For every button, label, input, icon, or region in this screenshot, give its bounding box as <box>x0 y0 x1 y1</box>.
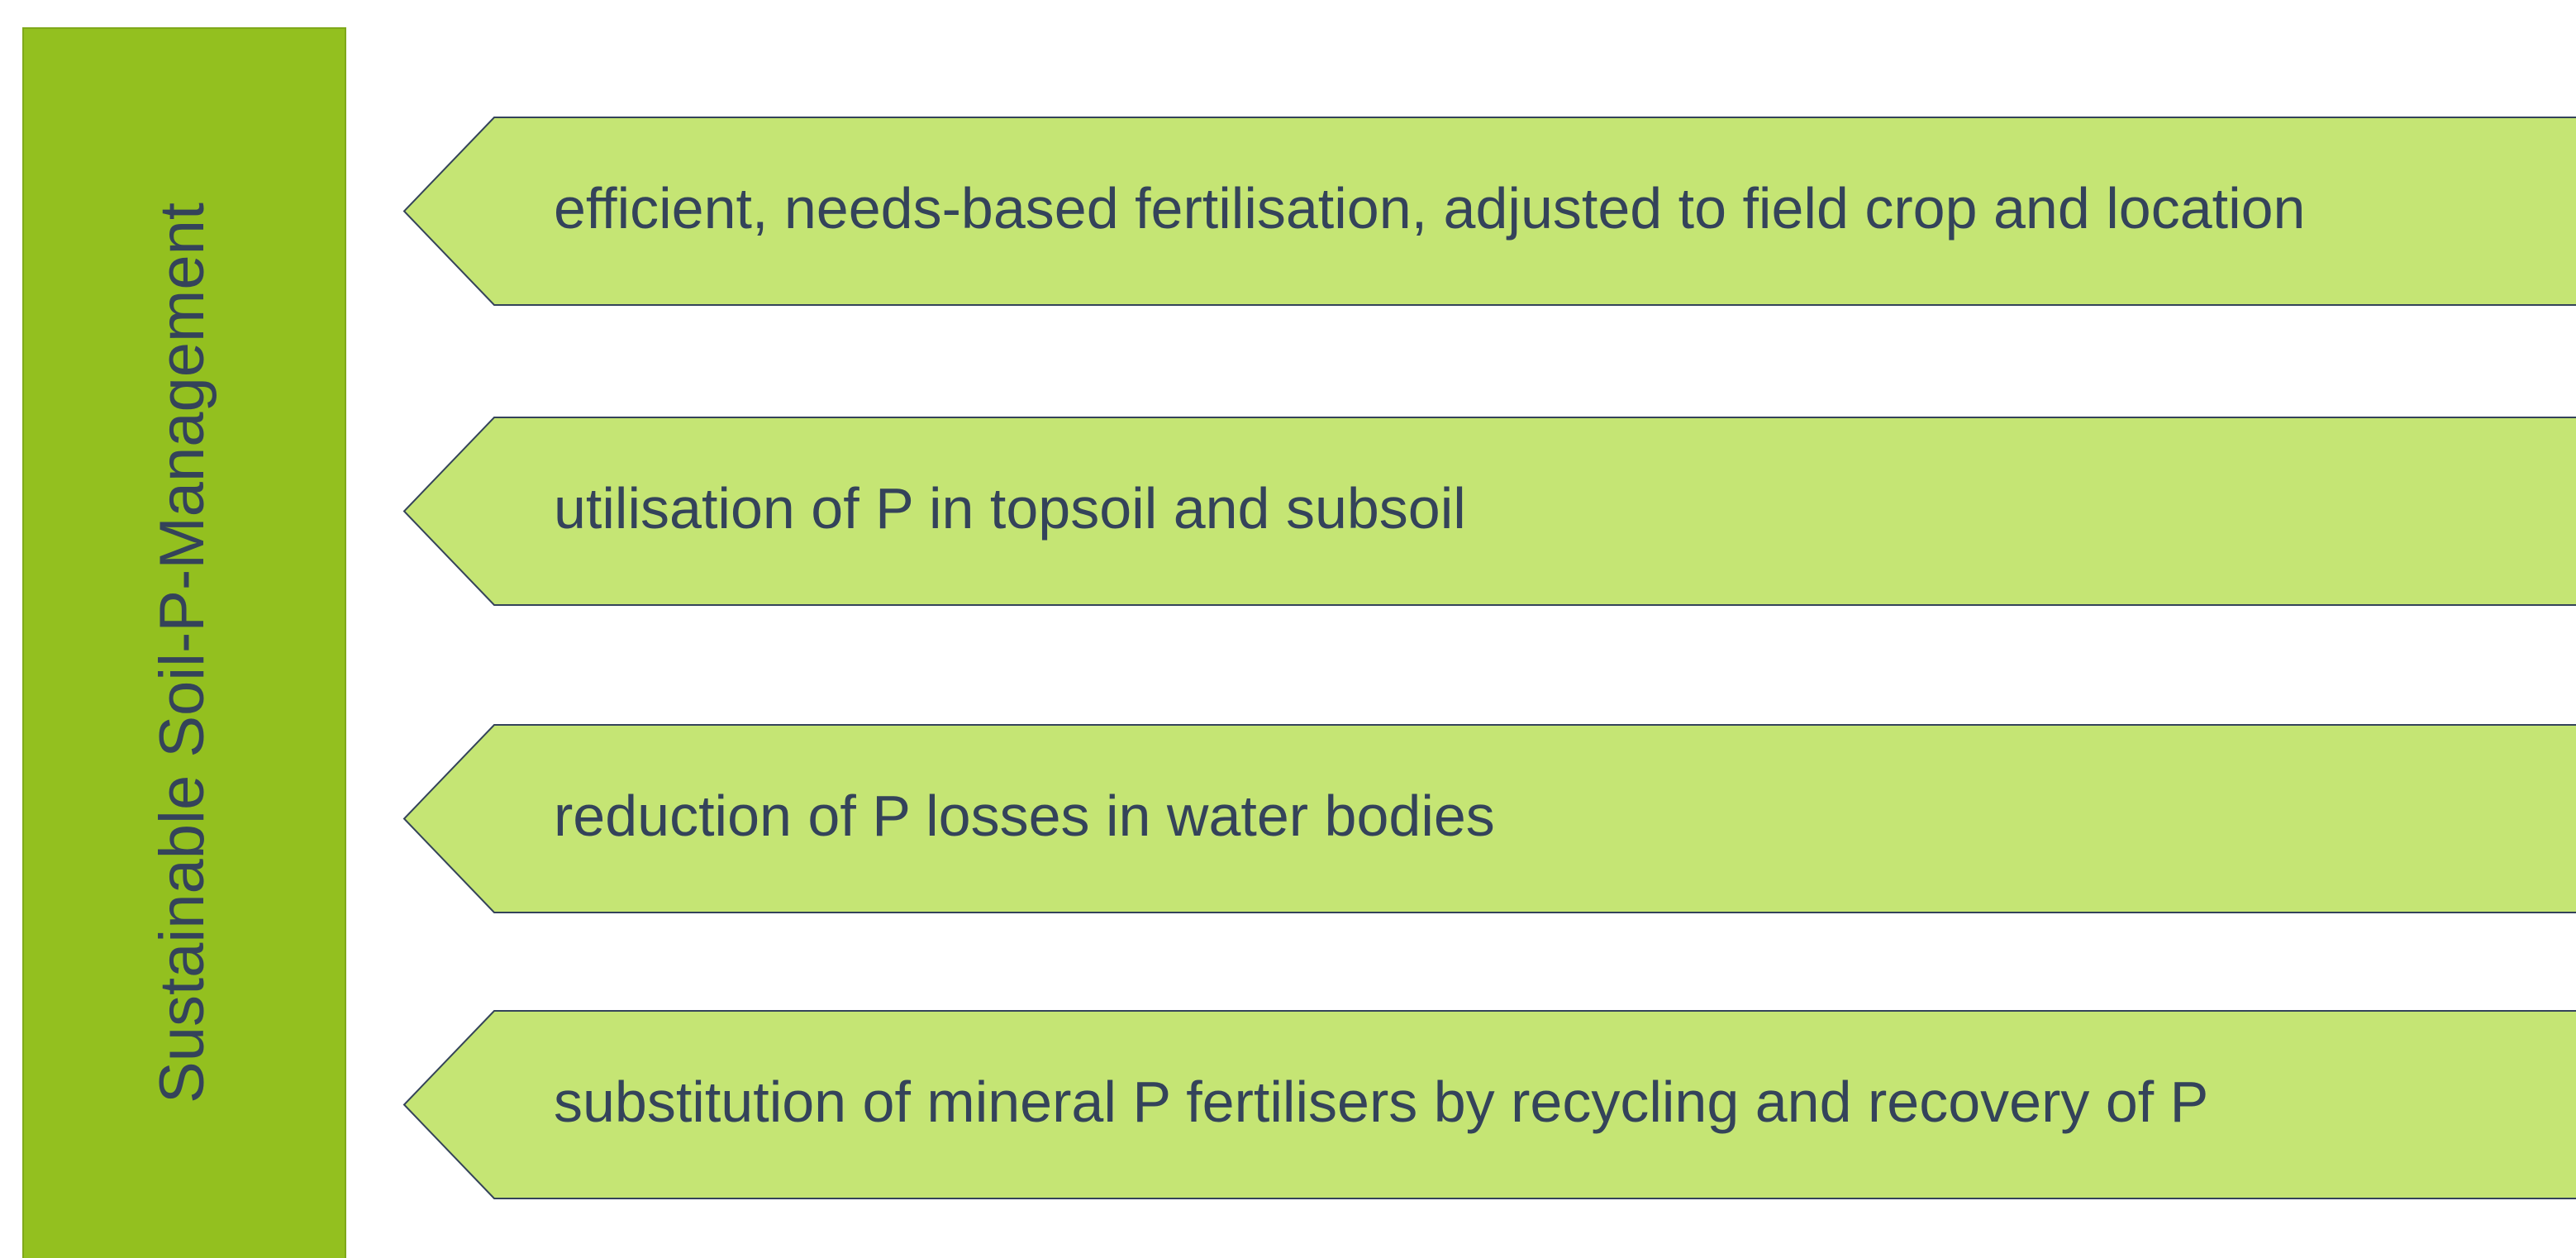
arrow-shape <box>402 117 2576 306</box>
item-label: utilisation of P in topsoil and subsoil <box>554 476 1466 541</box>
item-list: efficient, needs-based fertilisation, ad… <box>402 117 2576 1199</box>
arrow-shape <box>402 1010 2576 1199</box>
item-label: reduction of P losses in water bodies <box>554 784 1495 848</box>
title-bar <box>22 27 346 1258</box>
arrow-shape <box>402 724 2576 913</box>
arrow-shape <box>402 417 2576 606</box>
item-label: substitution of mineral P fertilisers by… <box>554 1070 2208 1134</box>
item-label: efficient, needs-based fertilisation, ad… <box>554 176 2305 241</box>
title: Sustainable Soil-P-Management <box>147 203 217 1103</box>
